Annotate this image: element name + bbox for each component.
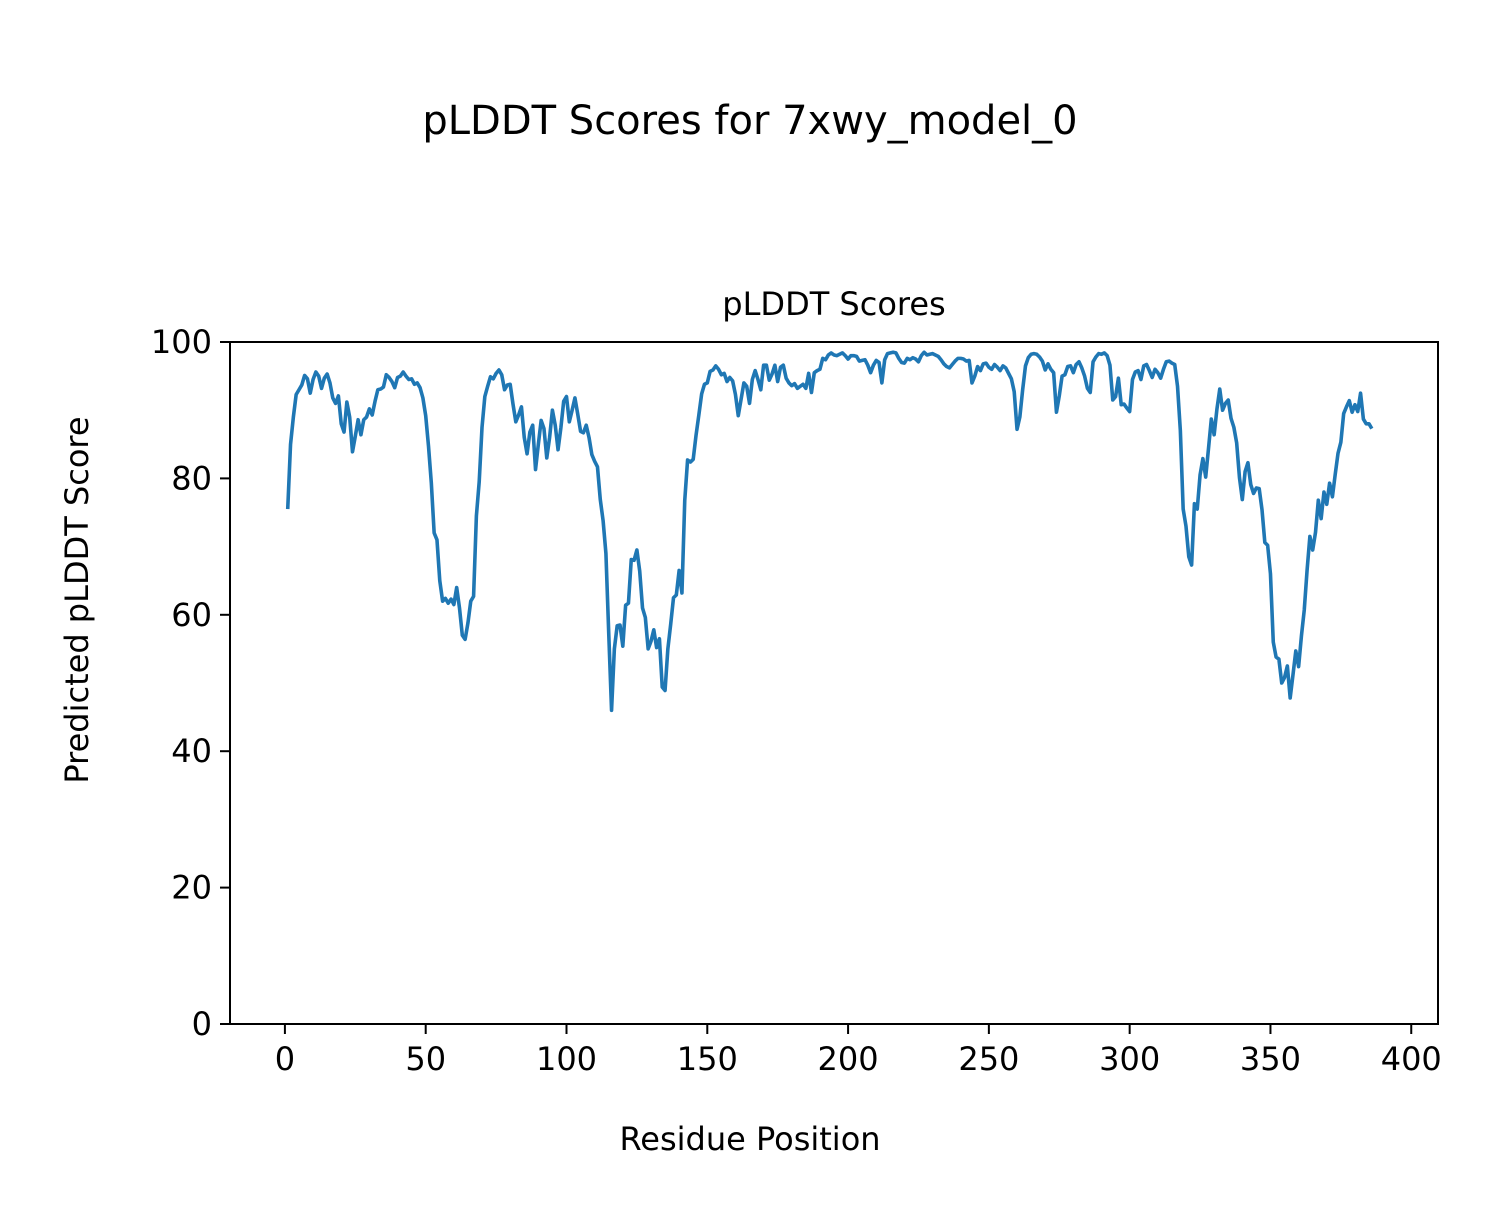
x-tick-label: 50 [405,1040,446,1078]
figure-title: pLDDT Scores for 7xwy_model_0 [422,98,1077,144]
y-tick-label: 60 [171,596,212,634]
y-tick-label: 80 [171,459,212,497]
x-axis-label: Residue Position [619,1120,880,1158]
y-tick-label: 40 [171,732,212,770]
axes-title: pLDDT Scores [722,285,945,323]
axes-frame [229,341,1439,1025]
y-tick-label: 20 [171,869,212,907]
x-tick-label: 0 [275,1040,295,1078]
series-line [285,350,1374,713]
y-axis-label: Predicted pLDDT Score [58,416,96,783]
x-tick-label: 200 [818,1040,879,1078]
x-tick-label: 150 [677,1040,738,1078]
y-axis: 0 20 40 60 80 100 [151,323,230,1043]
plot-area [229,341,1439,1025]
x-tick-label: 300 [1099,1040,1160,1078]
y-tick-label: 100 [151,323,212,361]
x-tick-label: 350 [1240,1040,1301,1078]
x-tick-label: 400 [1381,1040,1442,1078]
y-tick-label: 0 [192,1005,212,1043]
x-axis: 0 50 100 150 200 250 300 350 400 [275,1024,1442,1078]
x-tick-label: 100 [536,1040,597,1078]
x-tick-label: 250 [958,1040,1019,1078]
